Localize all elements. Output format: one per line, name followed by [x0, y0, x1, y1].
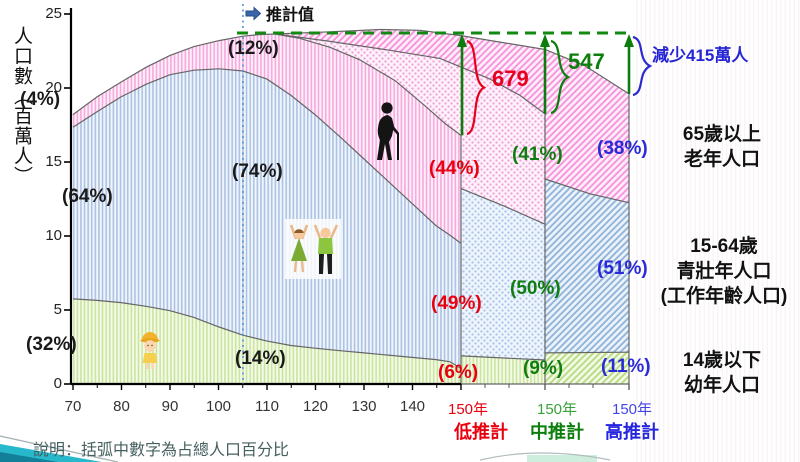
decline-low-value: 679: [492, 66, 529, 91]
elderly-person-icon: [377, 102, 399, 160]
pct-elderly-high: (38%): [597, 138, 648, 159]
decline-high-label: 減少415萬人: [652, 46, 749, 65]
area-working-historical-low: [73, 68, 461, 369]
x-tick-label: 70: [64, 398, 82, 415]
age-group-label-working: 15-64歲 青壯年人口 (工作年齡人口): [660, 236, 788, 308]
pct-children-mid: (9%): [523, 358, 564, 379]
age-group-label-elderly: 65歲以上 老年人口: [682, 124, 762, 171]
pct-elderly-year105: (12%): [228, 38, 279, 59]
curve-c_med_work: [460, 188, 546, 225]
cheering-couple-icon: [285, 219, 341, 279]
y-tick-label: 5: [53, 301, 62, 318]
y-tick-label: 10: [45, 227, 62, 244]
decline-arrow-head: [624, 34, 634, 47]
curve-c_med_child: [460, 355, 546, 361]
area-elderly-high: [275, 29, 629, 203]
blue-right-arrow-icon: [245, 5, 262, 21]
area-elderly-historical-low: [73, 34, 461, 244]
y-axis-title: 人口數（百萬人）: [11, 26, 32, 186]
decline-arrow-head: [540, 34, 550, 47]
x-tick-label: 120: [302, 398, 329, 415]
slide-right-texture: [636, 0, 800, 462]
curve-c_high: [274, 28, 630, 95]
curve-c_high_work: [544, 178, 630, 204]
curve-c_high_child: [544, 351, 630, 354]
curve-c_med: [274, 33, 546, 115]
scenario-label-high: 高推計: [605, 422, 659, 442]
pct-working-year70: (64%): [62, 186, 113, 207]
curve-c_child: [72, 298, 462, 370]
y-tick-label: 0: [53, 375, 62, 392]
age-group-label-children: 14歲以下 幼年人口: [682, 350, 762, 397]
x-tick-label: 100: [205, 398, 232, 415]
x-tick-label: 150年: [447, 401, 489, 418]
projection-marker-label: 推計值: [266, 7, 315, 24]
pct-elderly-low: (44%): [429, 158, 480, 179]
brace-low: [466, 39, 487, 136]
scenario-label-mid: 中推計: [530, 422, 584, 442]
pct-elderly-year70: (4%): [20, 89, 61, 110]
x-tick-label: 150年: [611, 401, 653, 418]
area-working-high: [545, 179, 629, 353]
brace-mid: [550, 39, 571, 115]
slide-bottom-arc-decoration: [479, 452, 611, 462]
footnote: 說明：括弧中數字為占總人口百分比: [33, 442, 290, 459]
y-tick-label: 15: [45, 153, 62, 170]
pct-working-high: (51%): [597, 258, 648, 279]
projection-start-marker: 推計值: [244, 1, 314, 25]
curve-c_low: [274, 33, 462, 136]
scenario-label-low: 低推計: [454, 422, 508, 442]
x-tick-label: 130: [351, 398, 377, 415]
curve-c_total: [72, 33, 276, 116]
slide-swoosh-decoration: [0, 435, 119, 462]
x-tick-label: 110: [255, 398, 279, 415]
decline-mid-value: 547: [568, 49, 605, 74]
x-tick-label: 80: [113, 398, 130, 415]
x-tick-label: 140: [399, 398, 426, 415]
area-children-high: [545, 352, 629, 384]
pct-working-year105: (74%): [232, 161, 283, 182]
area-children-medium: [461, 355, 545, 384]
x-tick-label: 90: [161, 398, 179, 415]
pct-children-high: (11%): [601, 356, 651, 377]
brace-high: [632, 35, 653, 97]
area-working-medium: [461, 188, 545, 360]
curve-c_work: [72, 68, 462, 244]
pct-elderly-mid: (41%): [512, 144, 563, 165]
decline-arrow-head: [457, 34, 467, 47]
pct-children-year105: (14%): [235, 348, 286, 369]
child-icon: [140, 332, 160, 369]
y-tick-label: 20: [45, 79, 62, 96]
area-elderly-medium: [275, 34, 545, 225]
pct-working-mid: (50%): [510, 278, 561, 299]
pct-children-year70: (32%): [26, 334, 77, 355]
y-tick-label: 25: [45, 5, 62, 22]
x-tick-label: 150年: [536, 401, 578, 418]
pct-working-low: (49%): [431, 293, 482, 314]
pct-children-low: (6%): [438, 362, 479, 383]
